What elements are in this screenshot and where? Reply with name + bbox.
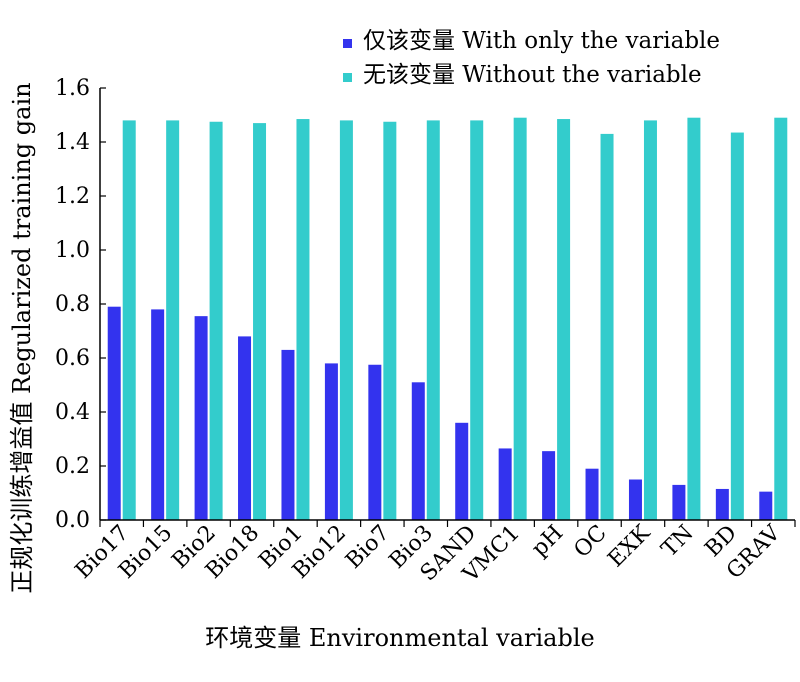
y-axis-title: 正规化训练增益值 Regularized training gain [8, 82, 36, 593]
bar-with-only-bio1 [281, 349, 295, 520]
bar-with-only-grav [759, 491, 773, 520]
bar-with-only-bd [715, 488, 729, 520]
bar-without-bio1 [296, 119, 310, 521]
x-tick-label-tn: TN [657, 521, 699, 563]
y-tick-label-1: 0.2 [55, 454, 90, 479]
bar-with-only-vmc1 [498, 448, 512, 520]
legend-label-without: 无该变量 Without the variable [363, 62, 702, 88]
y-tick-label-0: 0.0 [55, 508, 90, 533]
bar-without-ph [557, 119, 571, 521]
bar-without-vmc1 [513, 117, 527, 520]
y-tick-label-3: 0.6 [55, 346, 90, 371]
legend-swatch-with-only [343, 39, 352, 48]
y-tick-label-6: 1.2 [55, 184, 90, 209]
bar-without-bio3 [426, 120, 440, 521]
bar-without-tn [687, 117, 701, 520]
bar-with-only-bio7 [368, 364, 382, 520]
bar-without-bio2 [209, 121, 223, 520]
x-axis-title: 环境变量 Environmental variable [205, 624, 594, 652]
legend-label-with-only: 仅该变量 With only the variable [363, 28, 720, 54]
bar-with-only-bio12 [324, 363, 338, 520]
y-tick-label-8: 1.6 [55, 76, 90, 101]
bar-with-only-bio18 [238, 336, 252, 520]
bar-with-only-oc [585, 468, 599, 520]
legend-swatch-without [343, 73, 352, 82]
legend: 仅该变量 With only the variable 无该变量 Without … [343, 28, 720, 88]
bar-without-bio12 [339, 120, 353, 521]
bar-without-bio18 [253, 123, 267, 520]
x-tick-label-ph: pH [527, 521, 568, 562]
x-tick-label-bio7: Bio7 [341, 521, 394, 574]
bar-without-bio17 [122, 120, 136, 521]
bar-with-only-tn [672, 484, 686, 520]
bar-without-grav [774, 117, 788, 520]
bar-with-only-ph [542, 451, 556, 520]
bar-with-only-bio15 [151, 309, 165, 520]
y-tick-label-7: 1.4 [55, 130, 90, 155]
bar-with-only-bio3 [411, 382, 425, 520]
bar-with-only-bio17 [107, 306, 121, 520]
y-tick-label-2: 0.4 [55, 400, 90, 425]
bar-with-only-bio2 [194, 316, 208, 520]
x-tick-label-exk: EXK [603, 520, 655, 572]
bar-with-only-sand [455, 422, 469, 520]
bar-without-exk [643, 120, 657, 521]
bar-without-bio15 [166, 120, 180, 521]
bar-without-sand [470, 120, 484, 521]
y-tick-label-5: 1.0 [55, 238, 90, 263]
bar-without-oc [600, 133, 614, 520]
bar-without-bd [730, 132, 744, 521]
bar-with-only-exk [628, 479, 642, 520]
y-tick-label-4: 0.8 [55, 292, 90, 317]
bar-without-bio7 [383, 121, 397, 520]
